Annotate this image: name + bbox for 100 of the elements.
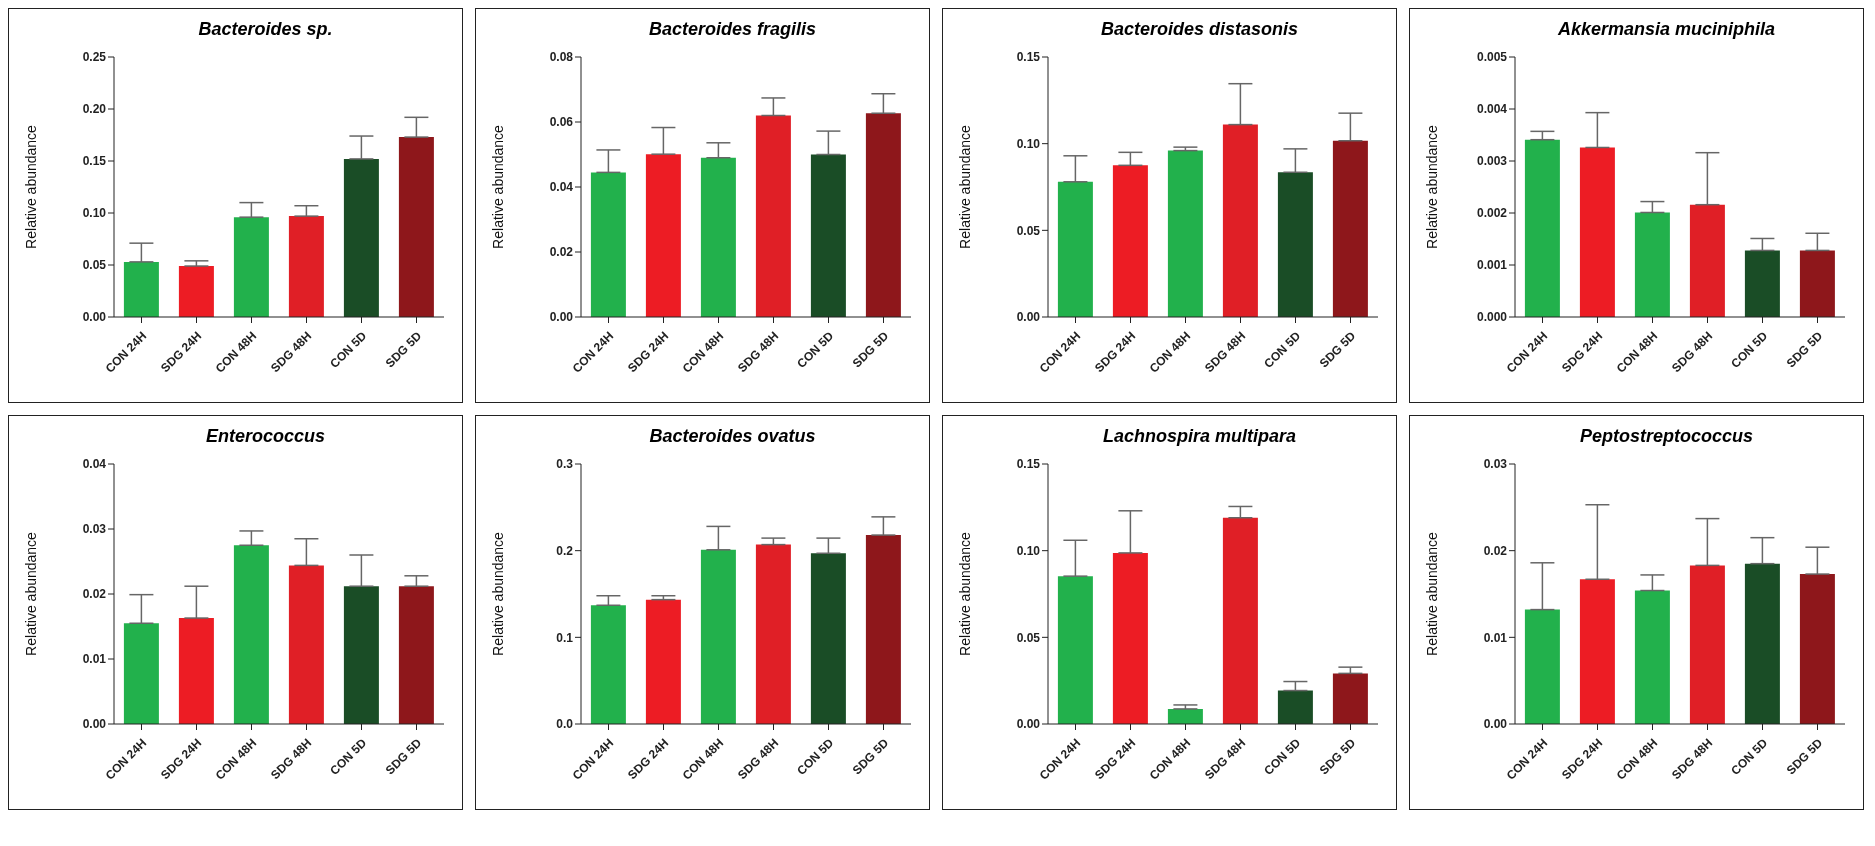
bar [1222,124,1258,317]
y-tick-label: 0.03 [1483,457,1508,472]
bar [1524,609,1560,724]
y-tick-label: 0.005 [1476,50,1508,65]
bar [1634,590,1670,724]
bar [1579,579,1615,724]
y-tick-label: 0.25 [82,50,107,65]
y-tick-label: 0.02 [1483,543,1508,558]
bar [755,115,791,317]
bar [1579,147,1615,317]
y-axis-title: Relative abundance [22,124,39,249]
y-tick-label: 0.001 [1476,258,1508,273]
y-tick-label: 0.00 [549,310,574,325]
y-axis-title: Relative abundance [1423,124,1440,249]
bar [865,535,901,724]
y-tick-label: 0.15 [1016,50,1041,65]
bar [1167,150,1203,317]
y-tick-label: 0.02 [82,587,107,602]
y-tick-label: 0.02 [549,245,574,260]
bar [233,545,269,724]
y-tick-label: 0.10 [1016,136,1041,151]
y-tick-label: 0.0 [556,717,574,732]
bar [1057,576,1093,724]
y-tick-label: 0.1 [556,630,574,645]
y-tick-label: 0.03 [82,522,107,537]
bar [123,623,159,724]
bar [1277,690,1313,724]
bar [123,261,159,317]
bar [178,266,214,317]
bar [1524,139,1560,317]
bar [1744,563,1780,724]
y-tick-label: 0.00 [1016,717,1041,732]
y-tick-label: 0.05 [1016,223,1041,238]
y-tick-label: 0.15 [1016,457,1041,472]
bar [1332,673,1368,724]
bar [645,599,681,724]
bar [343,586,379,724]
bar [1744,250,1780,317]
bar [700,157,736,317]
y-tick-label: 0.04 [549,180,574,195]
chart-title: Bacteroides ovatus [648,426,817,448]
bar [700,549,736,724]
bar [343,158,379,317]
chart-title: Bacteroides fragilis [647,19,818,41]
y-tick-label: 0.3 [556,457,574,472]
y-axis-title: Relative abundance [956,124,973,249]
bar [178,618,214,724]
bar [1799,250,1835,317]
bar [865,113,901,317]
chart-title: Bacteroides distasonis [1099,19,1300,41]
bar [288,565,324,724]
chart-title: Enterococcus [204,426,326,448]
bar [1277,172,1313,317]
y-tick-label: 0.04 [82,457,107,472]
bar [1689,565,1725,724]
y-tick-label: 0.00 [1016,310,1041,325]
bar [233,217,269,317]
chart-title: Akkermansia muciniphila [1556,19,1777,41]
y-tick-label: 0.15 [82,154,107,169]
bar [755,544,791,724]
bar [810,553,846,724]
chart-title: Bacteroides sp. [197,19,334,41]
y-tick-label: 0.05 [1016,630,1041,645]
bar [288,216,324,317]
y-axis-title: Relative abundance [489,124,506,249]
bar [1799,574,1835,724]
bar [1222,517,1258,724]
bar [1689,204,1725,317]
chart-title: Peptostreptococcus [1578,426,1754,448]
bar [1057,181,1093,317]
y-tick-label: 0.00 [82,310,107,325]
y-tick-label: 0.01 [82,652,107,667]
y-axis-title: Relative abundance [489,531,506,656]
bar [810,154,846,317]
bar [398,586,434,724]
y-tick-label: 0.01 [1483,630,1508,645]
y-tick-label: 0.08 [549,50,574,65]
y-tick-label: 0.10 [82,206,107,221]
bar [1112,165,1148,317]
y-tick-label: 0.20 [82,102,107,117]
y-tick-label: 0.00 [1483,717,1508,732]
y-tick-label: 0.00 [82,717,107,732]
y-tick-label: 0.10 [1016,543,1041,558]
y-tick-label: 0.2 [556,543,574,558]
y-tick-label: 0.000 [1476,310,1508,325]
y-tick-label: 0.004 [1476,102,1508,117]
y-tick-label: 0.002 [1476,206,1508,221]
y-tick-label: 0.003 [1476,154,1508,169]
bar [1112,552,1148,724]
bar [1332,140,1368,317]
bar [1634,212,1670,317]
y-axis-title: Relative abundance [22,531,39,656]
bar [590,605,626,724]
y-axis-title: Relative abundance [1423,531,1440,656]
bar [398,137,434,317]
y-tick-label: 0.05 [82,258,107,273]
y-axis-title: Relative abundance [956,531,973,656]
y-tick-label: 0.06 [549,115,574,130]
bar [645,154,681,317]
bar [1167,708,1203,724]
